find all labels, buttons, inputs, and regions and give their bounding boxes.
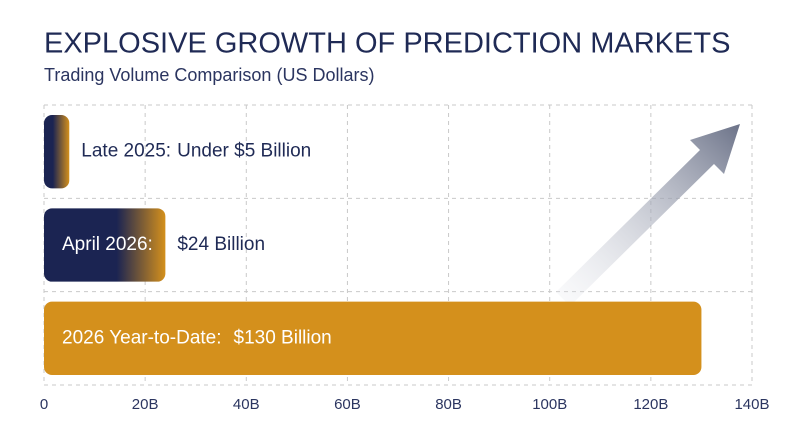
growth-arrow	[556, 124, 740, 306]
x-tick-label: 120B	[633, 396, 668, 413]
bar-category-label: April 2026:	[62, 234, 153, 255]
x-tick-label: 100B	[532, 396, 567, 413]
bar-category-label: 2026 Year-to-Date:	[62, 327, 222, 348]
bar-category-label: Late 2025:	[81, 141, 171, 162]
bar	[44, 301, 702, 375]
bars: Late 2025: Under $5 Billion April 2026: $24…	[44, 115, 702, 375]
value-label: $24 Billion	[177, 234, 265, 255]
x-tick-label: 40B	[233, 396, 260, 413]
chart-subtitle: Trading Volume Comparison (US Dollars)	[44, 65, 374, 85]
x-tick-label: 20B	[132, 396, 159, 413]
value-label: Under $5 Billion	[177, 141, 311, 162]
value-label: $130 Billion	[234, 327, 332, 348]
x-tick-label: 140B	[734, 396, 769, 413]
x-tick-label: 80B	[435, 396, 462, 413]
x-tick-label: 0	[40, 396, 48, 413]
bar	[44, 208, 166, 282]
bar	[44, 115, 70, 189]
chart-title: EXPLOSIVE GROWTH OF PREDICTION MARKETS	[44, 28, 730, 60]
x-tick-label: 60B	[334, 396, 361, 413]
